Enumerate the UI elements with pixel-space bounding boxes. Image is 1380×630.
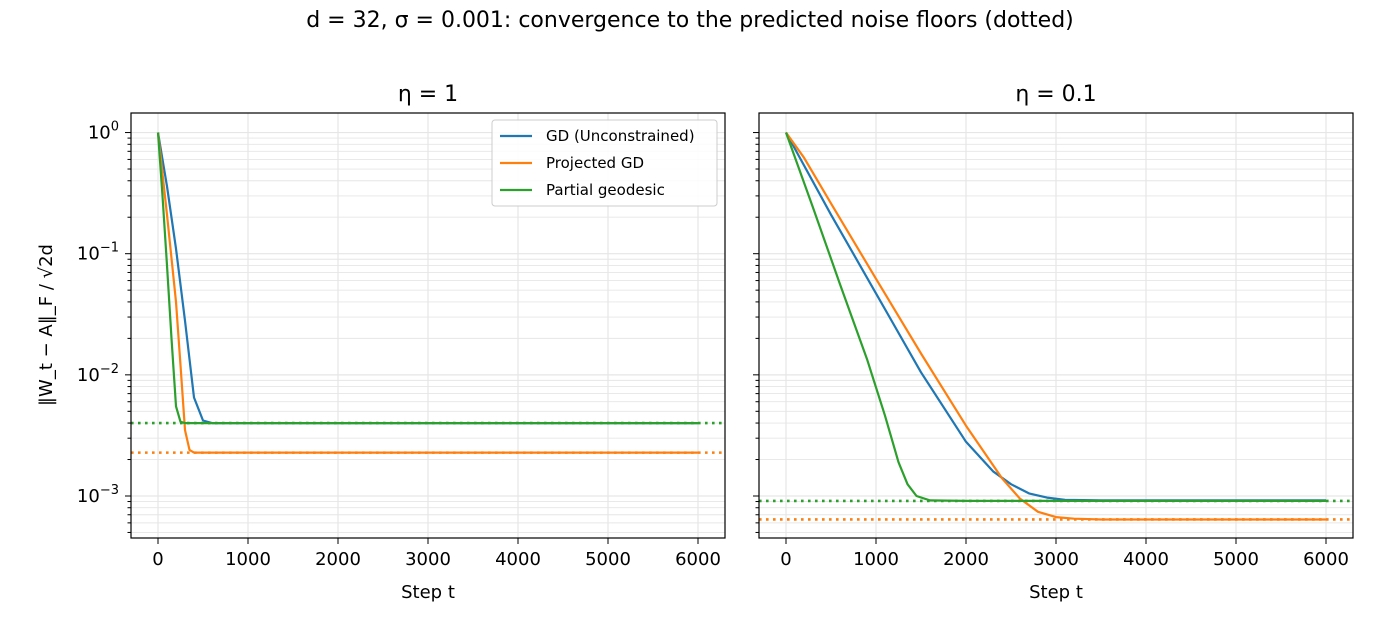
subplot-title: η = 0.1 bbox=[1015, 82, 1096, 107]
panel-eta-1: 0 1000 2000 3000 4000 5000 6000 100 10−1 10−2 10−3… bbox=[77, 82, 726, 603]
x-axis-label: Step t bbox=[401, 582, 455, 603]
x-tick-label: 1000 bbox=[853, 549, 899, 570]
x-tick-label: 4000 bbox=[1123, 549, 1169, 570]
panel-eta-0-1: 0 1000 2000 3000 4000 5000 6000 η = 0.1 Step t bbox=[753, 82, 1354, 603]
x-tick-label: 6000 bbox=[1303, 549, 1349, 570]
x-tick-label: 5000 bbox=[585, 549, 631, 570]
y-tick-label: 100 bbox=[88, 120, 119, 144]
legend-box bbox=[491, 119, 718, 207]
x-tick-label: 3000 bbox=[1033, 549, 1079, 570]
y-tick-label: 10−1 bbox=[77, 241, 119, 265]
x-axis-label: Step t bbox=[1029, 582, 1083, 603]
x-tick-label: 2000 bbox=[943, 549, 989, 570]
x-tick-label: 0 bbox=[780, 549, 791, 570]
series-line bbox=[156, 132, 698, 454]
legend: GD (Unconstrained) Projected GD Partial ge… bbox=[491, 119, 718, 207]
figure-title: d = 32, σ = 0.001: convergence to the pr… bbox=[306, 8, 1074, 33]
x-tick-label: 4000 bbox=[495, 549, 541, 570]
legend-label: Projected GD bbox=[546, 154, 644, 172]
x-tick-label: 5000 bbox=[1213, 549, 1259, 570]
subplot-title: η = 1 bbox=[398, 82, 458, 107]
y-tick-label: 10−2 bbox=[77, 362, 119, 386]
x-tick-label: 2000 bbox=[315, 549, 361, 570]
grid bbox=[131, 113, 725, 538]
y-tick-label: 10−3 bbox=[77, 483, 119, 507]
series-line bbox=[785, 131, 1326, 521]
series-line bbox=[784, 132, 1326, 502]
series-line bbox=[156, 132, 698, 425]
x-tick-label: 1000 bbox=[225, 549, 271, 570]
y-axis-label: ‖W_t − A‖_F / √2d bbox=[36, 244, 57, 406]
x-tick-label: 6000 bbox=[675, 549, 721, 570]
legend-label: GD (Unconstrained) bbox=[546, 127, 695, 145]
legend-label: Partial geodesic bbox=[546, 181, 665, 199]
x-tick-label: 3000 bbox=[405, 549, 451, 570]
x-tick-label: 0 bbox=[152, 549, 163, 570]
grid bbox=[759, 113, 1353, 538]
